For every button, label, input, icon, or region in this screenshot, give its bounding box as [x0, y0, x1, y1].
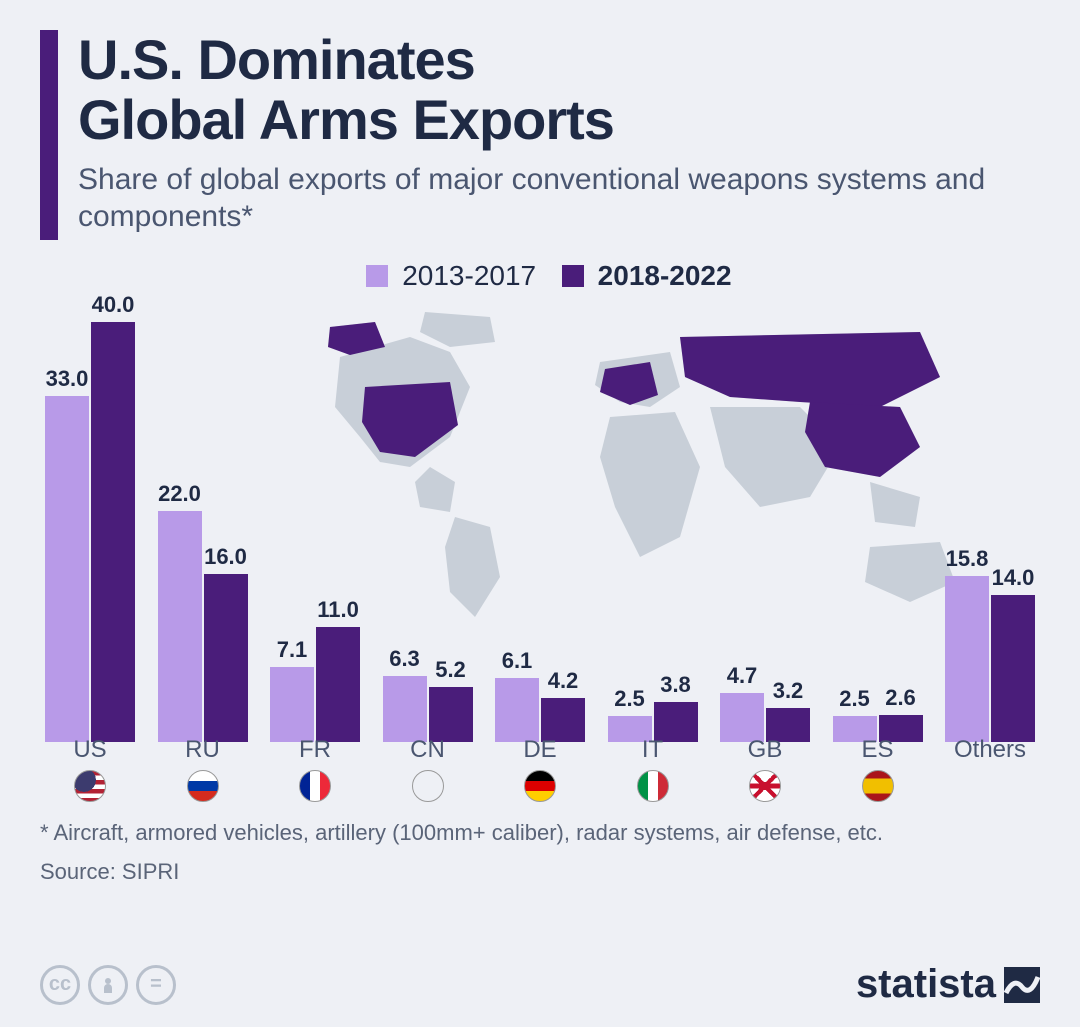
chart-area: 33.040.022.016.07.111.06.35.26.14.22.53.…	[40, 302, 1040, 802]
bar-value-label: 3.2	[773, 678, 804, 704]
bar: 4.7	[720, 693, 764, 742]
country-group: 4.73.2	[715, 693, 815, 742]
bar: 15.8	[945, 576, 989, 742]
axis-item: GB	[715, 736, 815, 802]
flag-icon	[412, 770, 444, 802]
country-code-label: GB	[715, 736, 815, 764]
flag-icon	[637, 770, 669, 802]
accent-bar	[40, 30, 58, 240]
country-group: 33.040.0	[40, 322, 140, 742]
title-line-1: U.S. Dominates	[78, 28, 475, 91]
bar: 40.0	[91, 322, 135, 742]
country-group: 6.35.2	[378, 676, 478, 742]
bar-pair: 7.111.0	[270, 627, 360, 743]
footer: cc = statista	[40, 962, 1040, 1007]
flag-icon	[862, 770, 894, 802]
axis-item: Others	[940, 736, 1040, 802]
bar-value-label: 2.5	[839, 686, 870, 712]
country-code-label: ES	[828, 736, 928, 764]
bar-value-label: 2.6	[885, 685, 916, 711]
source-text: Source: SIPRI	[40, 859, 1040, 885]
x-axis-labels: US RU FR CN DE IT GB ES Others	[40, 736, 1040, 802]
bar: 5.2	[429, 687, 473, 742]
bar-pair: 22.016.0	[158, 511, 248, 742]
legend-swatch-2	[562, 265, 584, 287]
country-code-label: RU	[153, 736, 253, 764]
header: U.S. Dominates Global Arms Exports Share…	[40, 30, 1040, 240]
bar-value-label: 11.0	[317, 597, 359, 623]
legend-label-2: 2018-2022	[598, 260, 732, 291]
bar-pair: 33.040.0	[45, 322, 135, 742]
flag-icon	[74, 770, 106, 802]
bar-value-label: 22.0	[158, 481, 201, 507]
title-line-2: Global Arms Exports	[78, 88, 614, 151]
country-code-label: IT	[603, 736, 703, 764]
axis-item: US	[40, 736, 140, 802]
brand-text: statista	[856, 962, 996, 1007]
bar: 22.0	[158, 511, 202, 742]
cc-icon: cc	[40, 965, 80, 1005]
axis-item: FR	[265, 736, 365, 802]
country-group: 15.814.0	[940, 576, 1040, 742]
bar-value-label: 4.2	[548, 668, 579, 694]
country-code-label: US	[40, 736, 140, 764]
license-icons: cc =	[40, 965, 176, 1005]
bar: 16.0	[204, 574, 248, 742]
bar-value-label: 7.1	[277, 637, 308, 663]
brand-wave-icon	[1004, 967, 1040, 1003]
country-code-label: FR	[265, 736, 365, 764]
country-code-label: Others	[940, 736, 1040, 764]
bar-value-label: 16.0	[204, 544, 247, 570]
bar-value-label: 4.7	[727, 663, 758, 689]
axis-item: IT	[603, 736, 703, 802]
country-code-label: CN	[378, 736, 478, 764]
flag-icon	[299, 770, 331, 802]
axis-item: ES	[828, 736, 928, 802]
bar: 7.1	[270, 667, 314, 742]
bar-pair: 6.35.2	[383, 676, 473, 742]
bar: 6.1	[495, 678, 539, 742]
legend-label-1: 2013-2017	[402, 260, 536, 291]
page-subtitle: Share of global exports of major convent…	[78, 161, 1040, 236]
bar: 6.3	[383, 676, 427, 742]
bar: 14.0	[991, 595, 1035, 742]
bar-container: 33.040.022.016.07.111.06.35.26.14.22.53.…	[40, 322, 1040, 742]
axis-item: DE	[490, 736, 590, 802]
bar-value-label: 33.0	[46, 366, 89, 392]
legend-swatch-1	[366, 265, 388, 287]
bar-pair: 6.14.2	[495, 678, 585, 742]
bar-pair: 15.814.0	[945, 576, 1035, 742]
bar: 11.0	[316, 627, 360, 743]
bar-value-label: 6.3	[389, 646, 420, 672]
flag-icon	[524, 770, 556, 802]
nd-icon: =	[136, 965, 176, 1005]
bar-pair: 4.73.2	[720, 693, 810, 742]
country-code-label: DE	[490, 736, 590, 764]
bar: 33.0	[45, 396, 89, 743]
country-group: 22.016.0	[153, 511, 253, 742]
bar-value-label: 3.8	[660, 672, 691, 698]
by-icon	[88, 965, 128, 1005]
country-group: 6.14.2	[490, 678, 590, 742]
bar-value-label: 14.0	[992, 565, 1035, 591]
bar-value-label: 2.5	[614, 686, 645, 712]
country-group: 7.111.0	[265, 627, 365, 743]
flag-icon	[749, 770, 781, 802]
page-title: U.S. Dominates Global Arms Exports	[78, 30, 1040, 151]
bar-value-label: 6.1	[502, 648, 533, 674]
flag-icon	[187, 770, 219, 802]
axis-item: CN	[378, 736, 478, 802]
bar-value-label: 5.2	[435, 657, 466, 683]
chart-legend: 2013-2017 2018-2022	[40, 260, 1040, 292]
bar-value-label: 15.8	[946, 546, 989, 572]
brand-logo: statista	[856, 962, 1040, 1007]
axis-item: RU	[153, 736, 253, 802]
footnote-text: * Aircraft, armored vehicles, artillery …	[40, 818, 1040, 849]
bar-value-label: 40.0	[92, 292, 135, 318]
